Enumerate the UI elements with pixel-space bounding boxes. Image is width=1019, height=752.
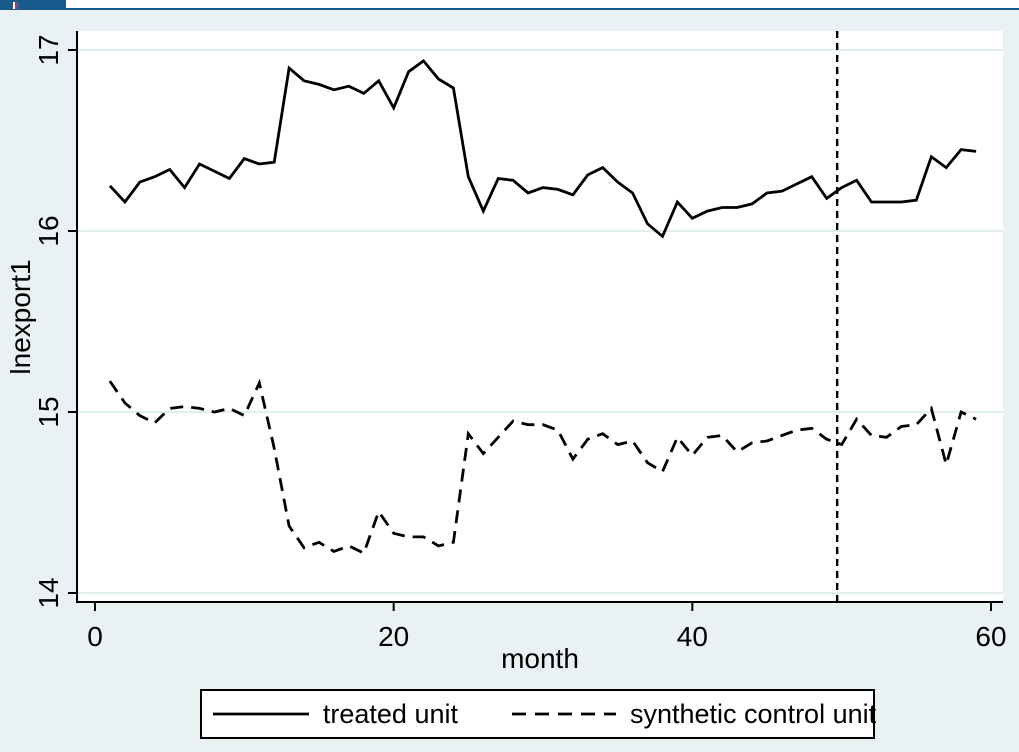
ytick-label-16: 16 — [33, 215, 64, 246]
ytick-label-15: 15 — [33, 396, 64, 427]
ytick-label-14: 14 — [33, 577, 64, 608]
graph-tab-icon — [13, 2, 19, 9]
xtick-label-0: 0 — [87, 621, 103, 652]
legend: treated unit synthetic control unit — [200, 689, 877, 739]
synthetic-line-sample — [511, 712, 616, 716]
treated-unit-line — [108, 58, 977, 239]
window-top-bar — [0, 0, 1019, 10]
plot-region — [77, 31, 1003, 602]
y-axis-title: lnexport1 — [5, 259, 36, 374]
synthetic-control-line — [108, 378, 977, 556]
xtick-label-40: 40 — [677, 621, 708, 652]
treated-line-sample — [212, 712, 309, 716]
legend-label-synthetic: synthetic control unit — [629, 698, 877, 729]
xtick-label-20: 20 — [378, 621, 409, 652]
xtick-label-60: 60 — [975, 621, 1006, 652]
ytick-label-17: 17 — [33, 34, 64, 65]
chart-canvas: 14 15 16 17 0 20 40 60 month lnexport1 treated un… — [0, 10, 1019, 752]
x-axis-title: month — [501, 643, 579, 674]
graph-window-tab[interactable] — [0, 0, 66, 10]
legend-label-treated: treated unit — [322, 698, 458, 729]
plot-svg: 14 15 16 17 0 20 40 60 month lnexport1 — [5, 31, 1007, 674]
axis-lines — [76, 31, 1003, 603]
